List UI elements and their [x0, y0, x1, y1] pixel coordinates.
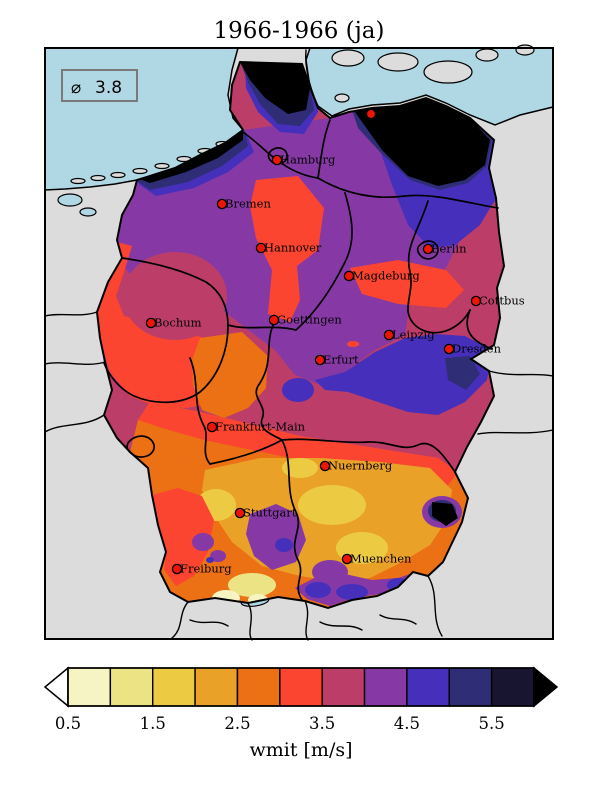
city-label-nuernberg: Nuernberg [328, 459, 393, 473]
mean-value: 3.8 [95, 78, 122, 98]
city-dresden: Dresden [443, 342, 502, 356]
colorbar-over-arrow [533, 666, 559, 708]
city-frankfurt-main: Frankfurt-Main [206, 420, 306, 434]
city-marker-leipzig [383, 329, 395, 341]
city-label-rostock: Rostock [374, 107, 421, 121]
colorbar-segment-7 [363, 667, 408, 707]
city-marker-erfurt [314, 354, 326, 366]
city-hamburg: Hamburg [271, 153, 336, 167]
colorbar-tick-1.5: 1.5 [140, 714, 166, 733]
colorbar-tick-4.5: 4.5 [394, 714, 420, 733]
colorbar-ticks: 0.5 1.5 2.5 3.5 4.5 5.5 [55, 714, 505, 733]
city-marker-nuernberg [319, 460, 331, 472]
city-label-dresden: Dresden [452, 342, 502, 356]
city-label-berlin: Berlin [431, 242, 467, 256]
city-label-goettingen: Goettingen [277, 313, 342, 327]
germany-outline [95, 60, 506, 610]
colorbar-segment-1 [109, 667, 154, 707]
city-berlin: Berlin [422, 242, 467, 256]
city-marker-dresden [443, 343, 455, 355]
city-label-frankfurt-main: Frankfurt-Main [215, 420, 306, 434]
colorbar-segment-5 [279, 667, 323, 707]
colorbar-segment-6 [321, 667, 366, 707]
colorbar-segment-2 [152, 667, 196, 707]
colorbar-segment-8 [406, 667, 450, 707]
city-label-erfurt: Erfurt [323, 353, 359, 367]
city-marker-berlin [422, 243, 434, 255]
city-nuernberg: Nuernberg [319, 459, 393, 473]
city-label-freiburg: Freiburg [180, 562, 232, 576]
colorbar-under-arrow [43, 666, 69, 708]
city-label-leipzig: Leipzig [392, 328, 435, 342]
city-marker-cottbus [470, 295, 482, 307]
islands [70, 44, 535, 185]
colorbar-tick-5.5: 5.5 [479, 714, 505, 733]
colorbar-segment-10 [490, 667, 535, 707]
city-bremen: Bremen [216, 197, 271, 211]
city-bochum: Bochum [145, 316, 202, 330]
mean-symbol: ⌀ [71, 78, 81, 98]
city-magdeburg: Magdeburg [343, 269, 420, 283]
figure-title: 1966-1966 (ja) [214, 18, 385, 44]
map-frame [44, 47, 554, 640]
colorbar-segment-3 [194, 667, 239, 707]
city-label-bremen: Bremen [225, 197, 271, 211]
colorbar-outline [67, 667, 535, 707]
colorbar-segments [67, 667, 535, 707]
city-erfurt: Erfurt [314, 353, 359, 367]
colorbar-label: wmit [m/s] [249, 739, 352, 761]
city-marker-hannover [255, 242, 267, 254]
colorbar: 0.5 1.5 2.5 3.5 4.5 5.5 wmit [m/s] [43, 666, 559, 761]
city-stuttgart: Stuttgart [234, 506, 297, 520]
city-marker-rostock [365, 108, 377, 120]
colorbar-segment-0 [67, 667, 112, 707]
city-label-bochum: Bochum [154, 316, 202, 330]
city-marker-bochum [145, 317, 157, 329]
city-marker-frankfurt-main [206, 421, 218, 433]
city-layer: Rostock Hamburg Bremen Hannover Berlin Magdeb… [145, 107, 525, 576]
city-cottbus: Cottbus [470, 294, 525, 308]
city-marker-bremen [216, 198, 228, 210]
city-freiburg: Freiburg [171, 562, 232, 576]
city-rostock: Rostock [365, 107, 421, 121]
city-muenchen: Muenchen [341, 552, 412, 566]
city-goettingen: Goettingen [268, 313, 342, 327]
colorbar-tick-2.5: 2.5 [224, 714, 250, 733]
city-hannover: Hannover [255, 241, 322, 255]
city-label-magdeburg: Magdeburg [352, 269, 420, 283]
city-marker-magdeburg [343, 270, 355, 282]
city-marker-freiburg [171, 563, 183, 575]
city-leipzig: Leipzig [383, 328, 435, 342]
map-panel: Rostock Hamburg Bremen Hannover Berlin Magdeb… [44, 44, 554, 641]
colorbar-tick-0.5: 0.5 [55, 714, 81, 733]
city-label-cottbus: Cottbus [479, 294, 525, 308]
city-marker-muenchen [341, 553, 353, 565]
country-borders [44, 49, 554, 641]
city-label-hannover: Hannover [264, 241, 322, 255]
mean-value-box: ⌀ 3.8 [61, 69, 138, 102]
city-label-muenchen: Muenchen [350, 552, 412, 566]
city-marker-hamburg [271, 154, 283, 166]
colorbar-tick-3.5: 3.5 [309, 714, 335, 733]
colorbar-segment-9 [448, 667, 493, 707]
city-marker-goettingen [268, 314, 280, 326]
city-marker-stuttgart [234, 507, 246, 519]
colorbar-segment-4 [236, 667, 281, 707]
city-label-stuttgart: Stuttgart [243, 506, 297, 520]
city-label-hamburg: Hamburg [280, 153, 336, 167]
